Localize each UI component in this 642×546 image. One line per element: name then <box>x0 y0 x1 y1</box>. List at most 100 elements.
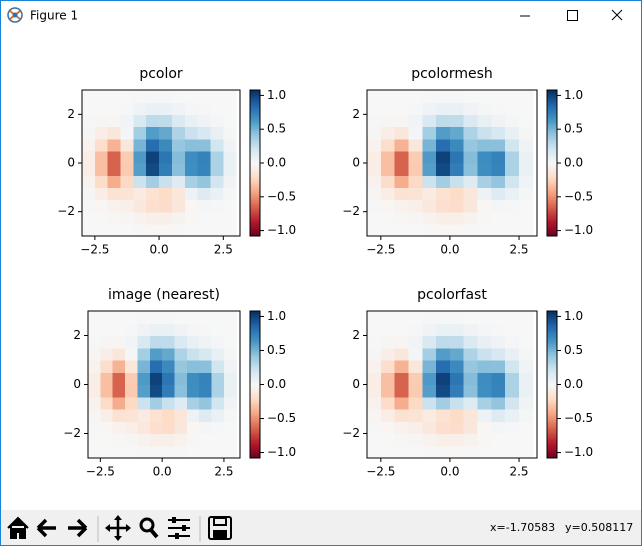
heatmap-cell <box>449 311 465 324</box>
heatmap-cell <box>88 311 101 324</box>
heatmap-cell <box>519 199 534 213</box>
plot-title: pcolor <box>139 66 183 82</box>
x-tick-label: 2.5 <box>214 465 233 479</box>
heatmap-cell <box>463 433 479 447</box>
heatmap-cell <box>394 311 410 324</box>
colorbar-segment <box>547 325 557 329</box>
close-button[interactable] <box>611 9 623 21</box>
heatmap-cell <box>223 360 237 373</box>
heatmap-cell <box>449 138 465 152</box>
zoom-button[interactable] <box>139 517 159 539</box>
colorbar-segment <box>547 355 557 358</box>
colorbar-segment <box>250 181 260 184</box>
colorbar-segment <box>250 93 260 96</box>
colorbar-segment <box>250 192 260 195</box>
colorbar-segment <box>250 164 260 168</box>
heatmap-cell <box>112 335 126 349</box>
heatmap-cell <box>491 311 506 324</box>
colorbar-segment <box>547 430 557 433</box>
colorbar-segment <box>547 437 557 441</box>
home-button[interactable] <box>7 516 29 539</box>
colorbar-segment <box>250 166 260 169</box>
heatmap-cell <box>449 150 465 164</box>
heatmap-cell <box>436 138 451 152</box>
heatmap-cell <box>162 347 176 361</box>
heatmap-cell <box>159 150 173 164</box>
heatmap-cell <box>223 445 237 459</box>
heatmap-cell <box>125 360 139 373</box>
colorbar-segment <box>547 366 557 369</box>
heatmap-cell <box>408 409 423 422</box>
colorbar-segment <box>250 135 260 138</box>
heatmap-cell <box>100 445 114 459</box>
save-button[interactable] <box>208 516 232 540</box>
heatmap-cell <box>436 433 451 447</box>
colorbar-segment <box>250 345 260 349</box>
colorbar-segment <box>547 150 557 153</box>
colorbar-segment <box>547 435 557 439</box>
heatmap-cell <box>94 102 109 115</box>
colorbar-segment <box>547 139 557 142</box>
heatmap-cell <box>137 347 151 361</box>
heatmap-cell <box>120 175 134 188</box>
colorbar-segment <box>250 318 260 321</box>
colorbar-segment <box>547 172 557 175</box>
configure-button[interactable] <box>168 517 190 539</box>
forward-button[interactable] <box>68 518 88 538</box>
heatmap-cell <box>463 311 479 324</box>
heatmap-cell <box>94 90 109 103</box>
maximize-button[interactable] <box>567 10 578 21</box>
heatmap-cell <box>112 323 126 337</box>
heatmap-cell <box>174 409 188 422</box>
colorbar-segment <box>250 412 260 415</box>
heatmap-cell <box>463 175 479 188</box>
colorbar-segment <box>250 190 260 193</box>
heatmap-cell <box>367 311 382 324</box>
x-tick-label: 2.5 <box>509 465 528 479</box>
heatmap-cell <box>197 150 212 164</box>
colorbar-segment <box>547 349 557 352</box>
heatmap-cell <box>367 384 382 398</box>
colorbar-segment <box>547 338 557 341</box>
colorbar-tick-label: 1.0 <box>267 309 286 323</box>
colorbar-segment <box>547 183 557 186</box>
colorbar-segment <box>250 406 260 409</box>
heatmap-cell <box>491 335 506 349</box>
colorbar-segment <box>250 349 260 352</box>
heatmap-cell <box>380 199 396 213</box>
heatmap-cell <box>394 150 410 164</box>
colorbar-segment <box>547 186 557 190</box>
heatmap-cell <box>211 445 225 459</box>
colorbar-segment <box>250 351 260 354</box>
plot-title: pcolormesh <box>411 66 493 82</box>
colorbar-segment <box>250 378 260 382</box>
heatmap-cell <box>197 90 212 103</box>
colorbar-segment <box>547 221 557 224</box>
heatmap-cell <box>505 199 520 213</box>
heatmap-cell <box>408 433 423 447</box>
heatmap-cell <box>519 126 534 140</box>
colorbar-segment <box>547 320 557 323</box>
heatmap-cell <box>394 445 410 459</box>
heatmap-cell <box>380 211 396 225</box>
heatmap-cell <box>174 323 188 337</box>
colorbar-segment <box>250 172 260 175</box>
heatmap-cell <box>186 384 200 398</box>
heatmap-cell <box>125 433 139 447</box>
colorbar-segment <box>547 432 557 435</box>
heatmap-cell <box>436 187 451 201</box>
heatmap-cell <box>120 211 134 225</box>
colorbar-segment <box>547 358 557 362</box>
heatmap-cell <box>184 163 199 176</box>
heatmap-cell <box>171 102 186 115</box>
colorbar-segment <box>547 367 557 371</box>
colorbar-segment <box>250 195 260 199</box>
heatmap-cell <box>491 114 506 128</box>
heatmap-cell <box>477 175 492 188</box>
heatmap-cell <box>137 360 151 373</box>
pan-button[interactable] <box>105 515 131 541</box>
colorbar-segment <box>250 188 260 191</box>
heatmap-cell <box>186 323 200 337</box>
colorbar-segment <box>250 450 260 453</box>
back-button[interactable] <box>36 518 56 538</box>
